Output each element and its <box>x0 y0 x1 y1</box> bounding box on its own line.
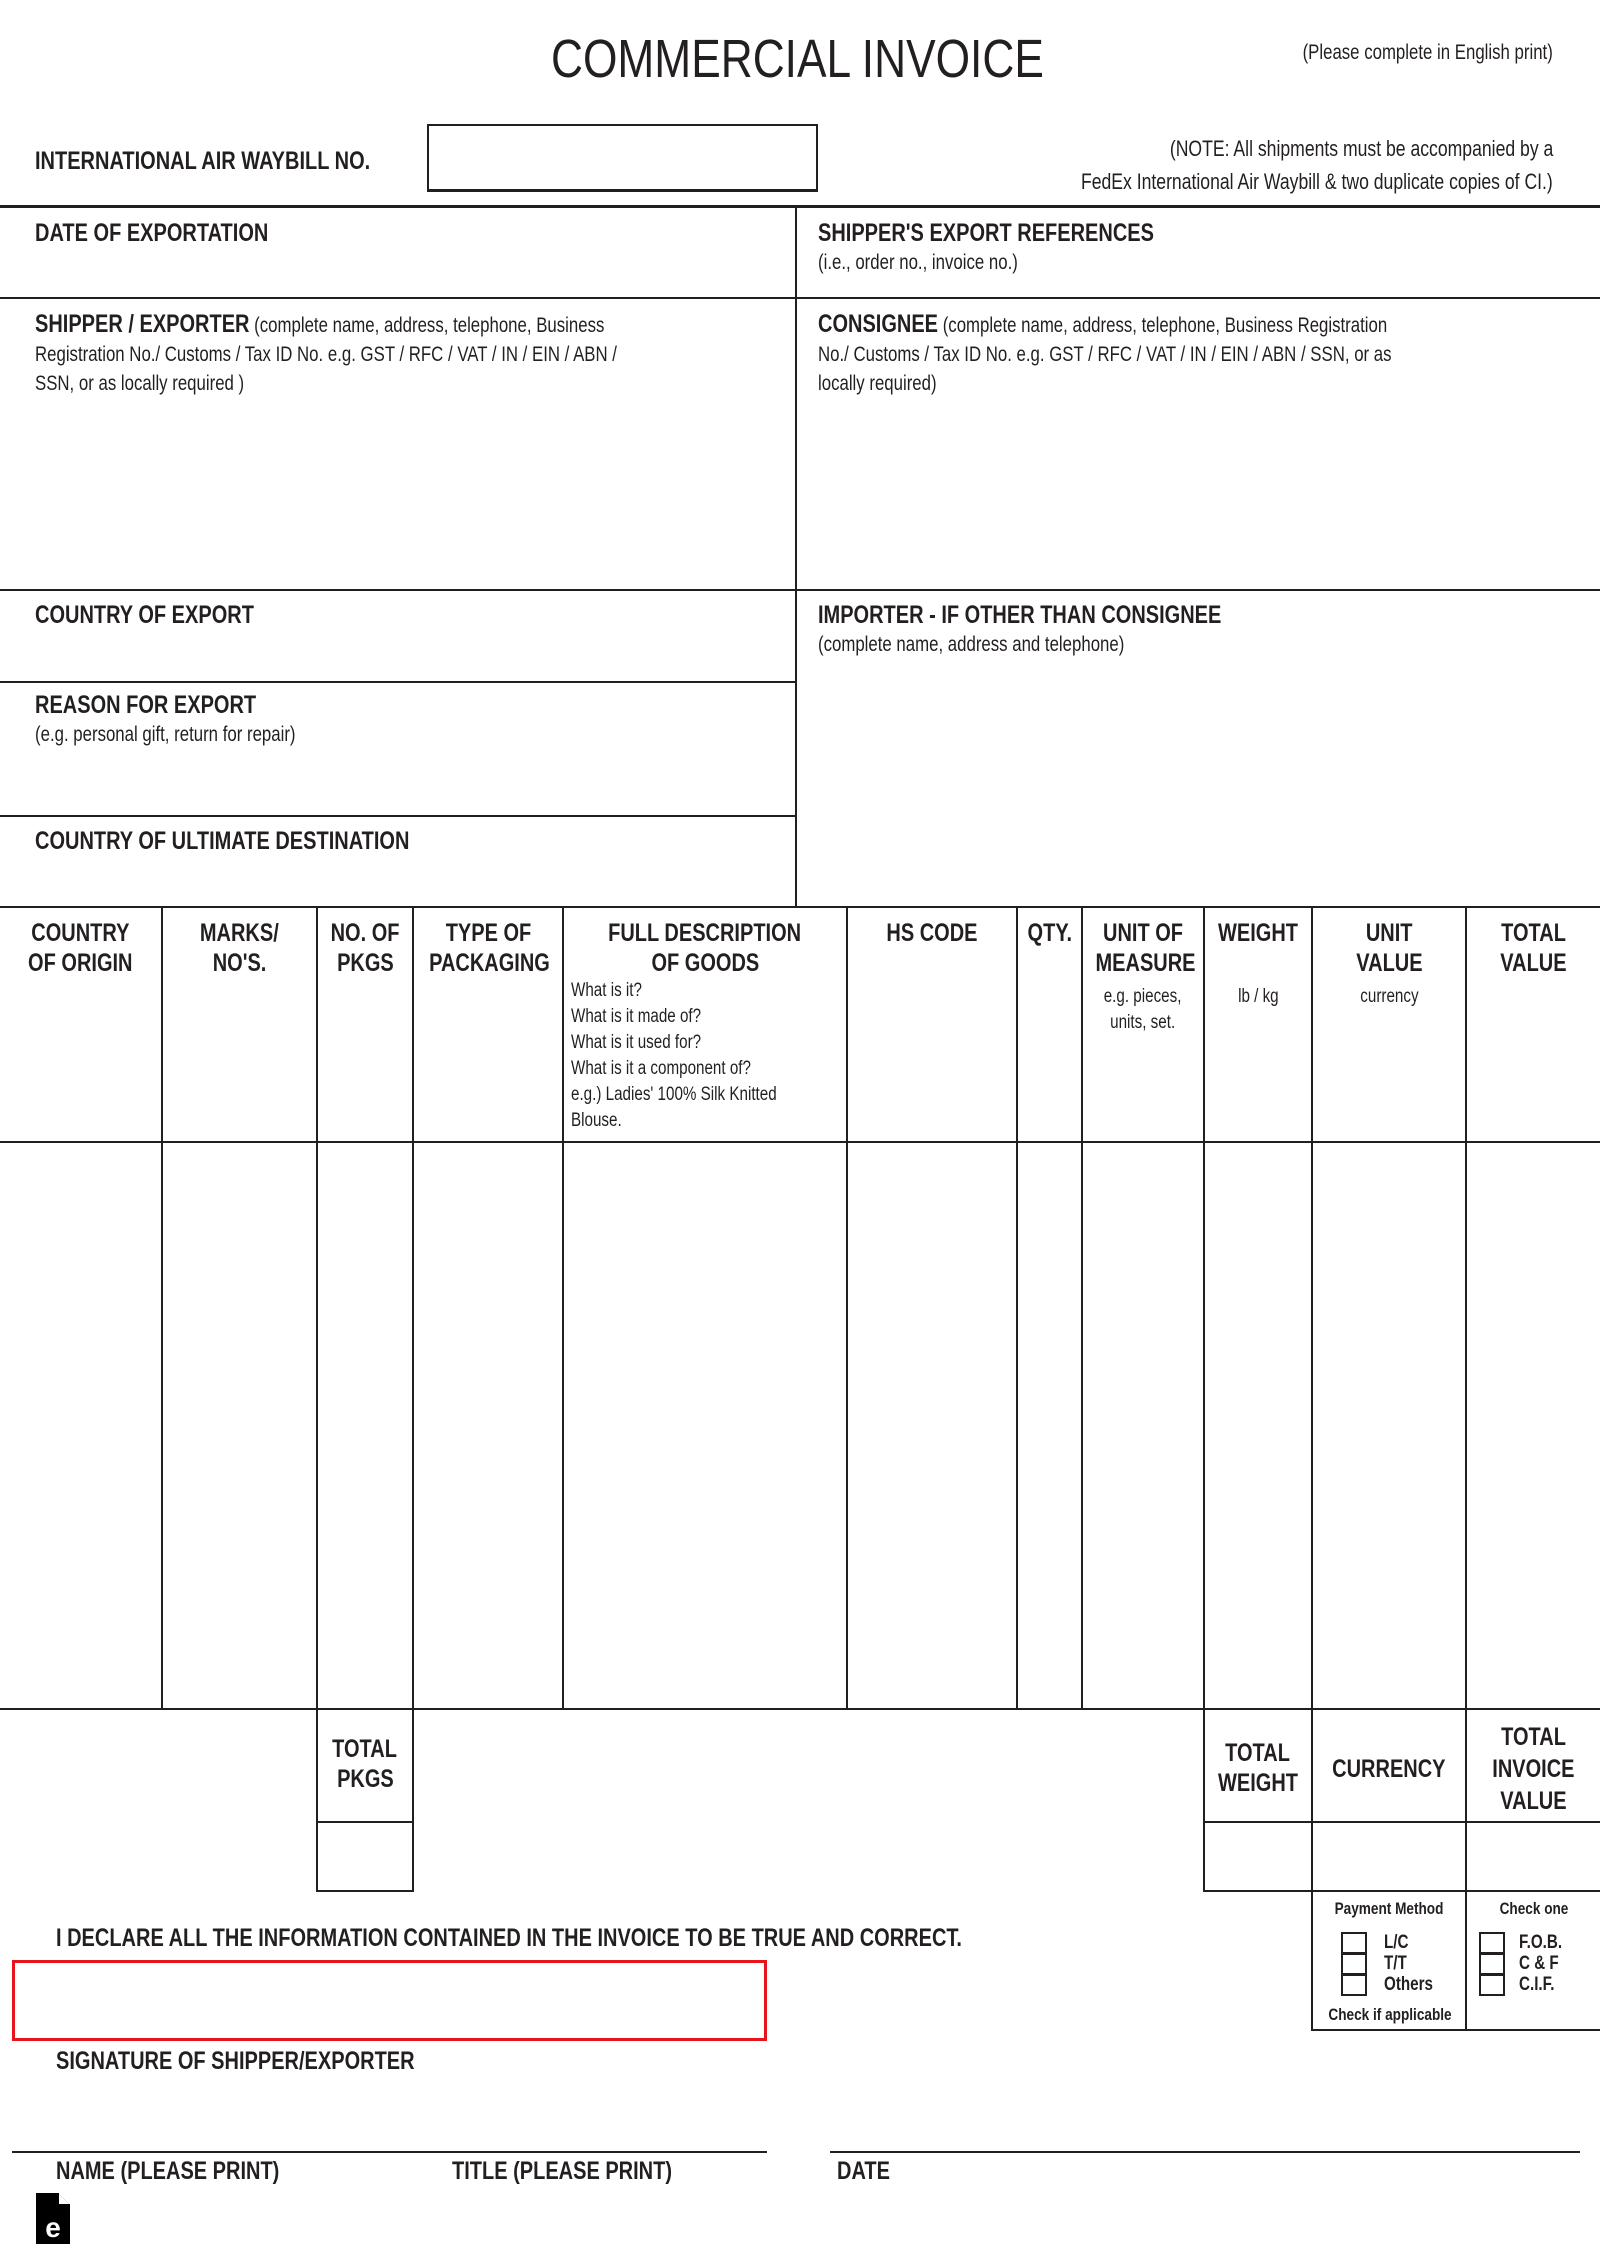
payment-others-checkbox[interactable] <box>1341 1974 1367 1996</box>
terms-cif-checkbox[interactable] <box>1479 1974 1505 1996</box>
column-header-unit-value: UNIT VALUE currency <box>1355 919 1423 1007</box>
total-pkgs-label: TOTAL PKGS <box>332 1735 398 1793</box>
divider <box>1203 1821 1600 1823</box>
shipper-export-references-field[interactable]: SHIPPER'S EXPORT REFERENCES (i.e., order… <box>818 219 1154 274</box>
divider <box>0 589 1600 591</box>
column-header-marks: MARKS/NO'S. <box>200 919 279 977</box>
divider <box>0 681 796 683</box>
payment-lc-checkbox[interactable] <box>1341 1932 1367 1954</box>
divider <box>1203 906 1205 1891</box>
divider <box>1203 1890 1600 1892</box>
divider <box>0 906 1600 908</box>
goods-table-body[interactable] <box>0 1143 1600 1708</box>
total-pkgs-input[interactable] <box>318 1823 412 1890</box>
column-header-unit-of-measure: UNIT OF MEASURE e.g. pieces, units, set. <box>1095 919 1196 1033</box>
declaration-text: I DECLARE ALL THE INFORMATION CONTAINED … <box>56 1924 962 1952</box>
currency-input[interactable] <box>1313 1823 1465 1890</box>
divider <box>846 906 848 1709</box>
divider <box>412 906 414 1891</box>
date-line <box>830 2151 1580 2153</box>
column-header-weight: WEIGHT lb / kg <box>1218 919 1298 1007</box>
page-title: COMMERCIAL INVOICE <box>551 29 1044 89</box>
svg-text:e: e <box>45 2212 61 2243</box>
name-input[interactable] <box>12 2090 432 2150</box>
column-header-total-value: TOTAL VALUE <box>1500 919 1567 977</box>
country-of-ultimate-destination-field[interactable]: COUNTRY OF ULTIMATE DESTINATION <box>35 827 410 855</box>
payment-options: L/C T/T Others <box>1384 1932 1433 1995</box>
consignee-field[interactable]: CONSIGNEE (complete name, address, telep… <box>818 310 1392 395</box>
total-weight-label: TOTAL WEIGHT <box>1218 1739 1298 1797</box>
date-label: DATE <box>837 2157 890 2185</box>
divider <box>316 906 318 1891</box>
divider <box>795 206 797 906</box>
divider <box>0 297 1600 299</box>
divider <box>0 1141 1600 1143</box>
check-if-applicable-label: Check if applicable <box>1328 2005 1452 2024</box>
divider <box>1311 2029 1600 2031</box>
importer-field[interactable]: IMPORTER - IF OTHER THAN CONSIGNEE (comp… <box>818 601 1222 656</box>
instruction-text: (Please complete in English print) <box>1302 41 1553 64</box>
shipper-exporter-field[interactable]: SHIPPER / EXPORTER (complete name, addre… <box>35 310 617 395</box>
date-of-exportation-field[interactable]: DATE OF EXPORTATION <box>35 219 269 247</box>
divider <box>1203 1709 1205 1891</box>
check-one-title: Check one <box>1499 1899 1568 1918</box>
total-invoice-value-label: TOTAL INVOICE VALUE <box>1492 1723 1575 1815</box>
title-label: TITLE (PLEASE PRINT) <box>452 2157 672 2185</box>
title-input[interactable] <box>440 2090 767 2150</box>
signature-input[interactable] <box>12 1960 767 2041</box>
reason-for-export-field[interactable]: REASON FOR EXPORT (e.g. personal gift, r… <box>35 691 296 746</box>
terms-options: F.O.B. C & F C.I.F. <box>1519 1932 1563 1995</box>
country-of-export-field[interactable]: COUNTRY OF EXPORT <box>35 601 254 629</box>
terms-fob-checkbox[interactable] <box>1479 1932 1505 1954</box>
divider <box>0 205 1600 208</box>
column-header-full-description: FULL DESCRIPTION OF GOODS What is it? Wha… <box>571 919 802 1131</box>
total-weight-input[interactable] <box>1205 1823 1311 1890</box>
divider <box>0 1708 1600 1710</box>
column-header-country-of-origin: COUNTRY OF ORIGIN <box>28 919 133 977</box>
divider <box>161 906 163 1709</box>
divider <box>316 1821 414 1823</box>
divider <box>0 815 796 817</box>
date-input[interactable] <box>830 2090 1580 2150</box>
divider <box>1465 906 1467 2030</box>
column-header-type-of-packaging: TYPE OF PACKAGING <box>429 919 550 977</box>
column-header-hs-code: HS CODE <box>886 919 978 947</box>
waybill-input[interactable] <box>427 124 818 192</box>
terms-cf-checkbox[interactable] <box>1479 1953 1505 1975</box>
name-title-line <box>12 2151 767 2153</box>
payment-tt-checkbox[interactable] <box>1341 1953 1367 1975</box>
column-header-qty: QTY. <box>1027 919 1072 947</box>
divider <box>1081 906 1083 1709</box>
payment-method-title: Payment Method <box>1334 1899 1444 1918</box>
signature-label: SIGNATURE OF SHIPPER/EXPORTER <box>56 2047 415 2075</box>
column-header-no-of-pkgs: NO. OF PKGS <box>330 919 400 977</box>
divider <box>316 1890 414 1892</box>
divider <box>1311 906 1313 2030</box>
document-logo-icon: e <box>36 2193 70 2244</box>
total-invoice-value-input[interactable] <box>1467 1823 1600 1890</box>
name-label: NAME (PLEASE PRINT) <box>56 2157 280 2185</box>
currency-label: CURRENCY <box>1332 1755 1446 1783</box>
waybill-label: INTERNATIONAL AIR WAYBILL NO. <box>35 147 371 175</box>
divider <box>562 906 564 1709</box>
divider <box>1016 906 1018 1709</box>
waybill-note: (NOTE: All shipments must be accompanied… <box>1081 136 1553 194</box>
